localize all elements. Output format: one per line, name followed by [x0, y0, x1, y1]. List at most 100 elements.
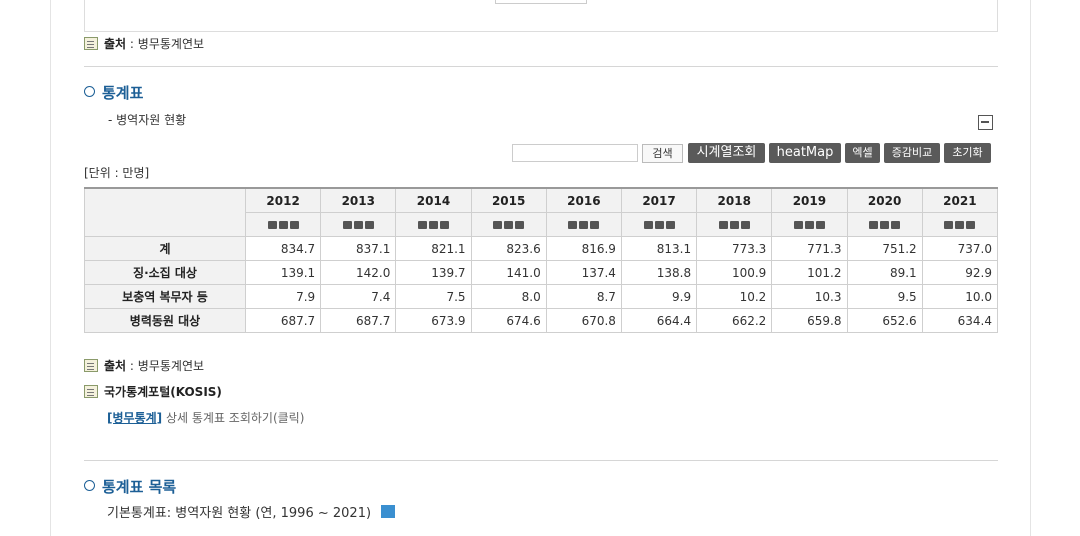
row-label: 병력동원 대상: [84, 308, 246, 333]
sort-icon[interactable]: [718, 221, 728, 229]
toolbar-button[interactable]: 증감비교: [884, 143, 940, 163]
doc-icon: [84, 385, 98, 398]
sort-icon[interactable]: [353, 221, 363, 229]
section-heading: 통계표: [84, 82, 143, 103]
sort-icon[interactable]: [793, 221, 803, 229]
sort-cell: [320, 212, 397, 237]
collapse-button[interactable]: [978, 115, 993, 130]
sort-cell: [921, 212, 999, 237]
sort-icon[interactable]: [417, 221, 427, 229]
sort-icon[interactable]: [815, 221, 825, 229]
cell: 139.7: [395, 260, 472, 285]
sort-cell: [696, 212, 773, 237]
data-row: 계 834.7 837.1 821.1 823.6 816.9 813.1 773.3 771.…: [84, 236, 999, 261]
search-button[interactable]: 검색: [642, 144, 683, 163]
column-header: 2012: [244, 187, 322, 213]
cell: 834.7: [244, 236, 322, 261]
toolbar-button[interactable]: 엑셀: [845, 143, 880, 163]
sort-icon[interactable]: [579, 221, 589, 229]
sort-icon[interactable]: [891, 221, 901, 229]
source-label: 출처: [104, 37, 127, 51]
sort-icon[interactable]: [880, 221, 890, 229]
sort-icon[interactable]: [493, 221, 503, 229]
cell: 771.3: [771, 236, 848, 261]
cell: 8.7: [545, 284, 622, 309]
sort-icon[interactable]: [955, 221, 965, 229]
row-label: 징·소집 대상: [84, 260, 246, 285]
cell: 137.4: [545, 260, 622, 285]
sort-icon[interactable]: [729, 221, 739, 229]
sort-row: [85, 212, 999, 237]
cell: 673.9: [395, 308, 472, 333]
cell: 9.5: [846, 284, 923, 309]
cell: 138.8: [620, 260, 698, 285]
sort-icon[interactable]: [590, 221, 600, 229]
cell: 8.0: [470, 284, 547, 309]
doc-icon: [84, 359, 98, 372]
cell: 659.8: [771, 308, 848, 333]
cell: 687.7: [320, 308, 397, 333]
sort-cell: [545, 212, 622, 237]
kosis-line: 국가통계포털(KOSIS): [84, 383, 222, 400]
sort-icon[interactable]: [515, 221, 525, 229]
source-label: 출처: [104, 359, 127, 373]
sort-icon[interactable]: [267, 221, 277, 229]
section-title: 통계표: [102, 84, 144, 102]
sort-icon[interactable]: [804, 221, 814, 229]
search-input[interactable]: [512, 144, 638, 162]
cell: 837.1: [320, 236, 397, 261]
column-header: 2018: [696, 187, 773, 213]
cell: 634.4: [921, 308, 999, 333]
header-row: 2012 2013 2014 2015 2016 2017 2018 2019 2020 2021: [84, 187, 999, 237]
sort-icon[interactable]: [278, 221, 288, 229]
sort-cell: [395, 212, 472, 237]
sort-icon[interactable]: [364, 221, 374, 229]
sort-icon[interactable]: [428, 221, 438, 229]
column-header: 2015: [470, 187, 547, 213]
source-line: 출처 : 병무통계연보: [84, 357, 204, 374]
column-header: 2017: [620, 187, 698, 213]
list-item-text[interactable]: 기본통계표: 병역자원 현황 (연, 1996 ~ 2021): [107, 506, 372, 521]
cell: 9.9: [620, 284, 698, 309]
sort-cell: [470, 212, 547, 237]
cell: 142.0: [320, 260, 397, 285]
sort-icon[interactable]: [944, 221, 954, 229]
data-row: 병력동원 대상 687.7 687.7 673.9 674.6 670.8 664.4 662…: [84, 308, 999, 333]
toolbar-button[interactable]: heatMap: [769, 143, 841, 163]
external-link-icon[interactable]: [381, 505, 396, 518]
sort-icon[interactable]: [966, 221, 976, 229]
sort-icon[interactable]: [568, 221, 578, 229]
cell: 101.2: [771, 260, 848, 285]
cell: 7.9: [244, 284, 322, 309]
column-header: 2020: [846, 187, 923, 213]
sort-icon[interactable]: [665, 221, 675, 229]
column-header: 2021: [921, 187, 999, 213]
sort-icon[interactable]: [869, 221, 879, 229]
divider: [84, 460, 998, 461]
sort-icon[interactable]: [504, 221, 514, 229]
kosis-label: 국가통계포털(KOSIS): [104, 385, 222, 399]
box-button[interactable]: [495, 0, 587, 4]
cell: 10.3: [771, 284, 848, 309]
sort-icon[interactable]: [342, 221, 352, 229]
sort-cell: [244, 212, 322, 237]
cell: 7.4: [320, 284, 397, 309]
cell: 751.2: [846, 236, 923, 261]
link-line: [병무통계] 상세 통계표 조회하기(클릭): [107, 409, 304, 426]
toolbar-button[interactable]: 초기화: [944, 143, 991, 163]
corner-cell: [84, 187, 246, 237]
source-line: 출처 : 병무통계연보: [84, 35, 204, 52]
sort-icon[interactable]: [439, 221, 449, 229]
section-title: 통계표 목록: [102, 478, 177, 496]
link-tag[interactable]: [병무통계]: [107, 411, 163, 425]
row-label: 계: [84, 236, 246, 261]
sort-icon[interactable]: [289, 221, 299, 229]
sort-icon[interactable]: [740, 221, 750, 229]
sort-icon[interactable]: [643, 221, 653, 229]
cell: 664.4: [620, 308, 698, 333]
source-text: : 병무통계연보: [129, 359, 205, 373]
sort-icon[interactable]: [654, 221, 664, 229]
toolbar-button[interactable]: 시계열조회: [688, 143, 765, 163]
stats-table: 2012 2013 2014 2015 2016 2017 2018 2019 2020 2021…: [84, 187, 999, 333]
